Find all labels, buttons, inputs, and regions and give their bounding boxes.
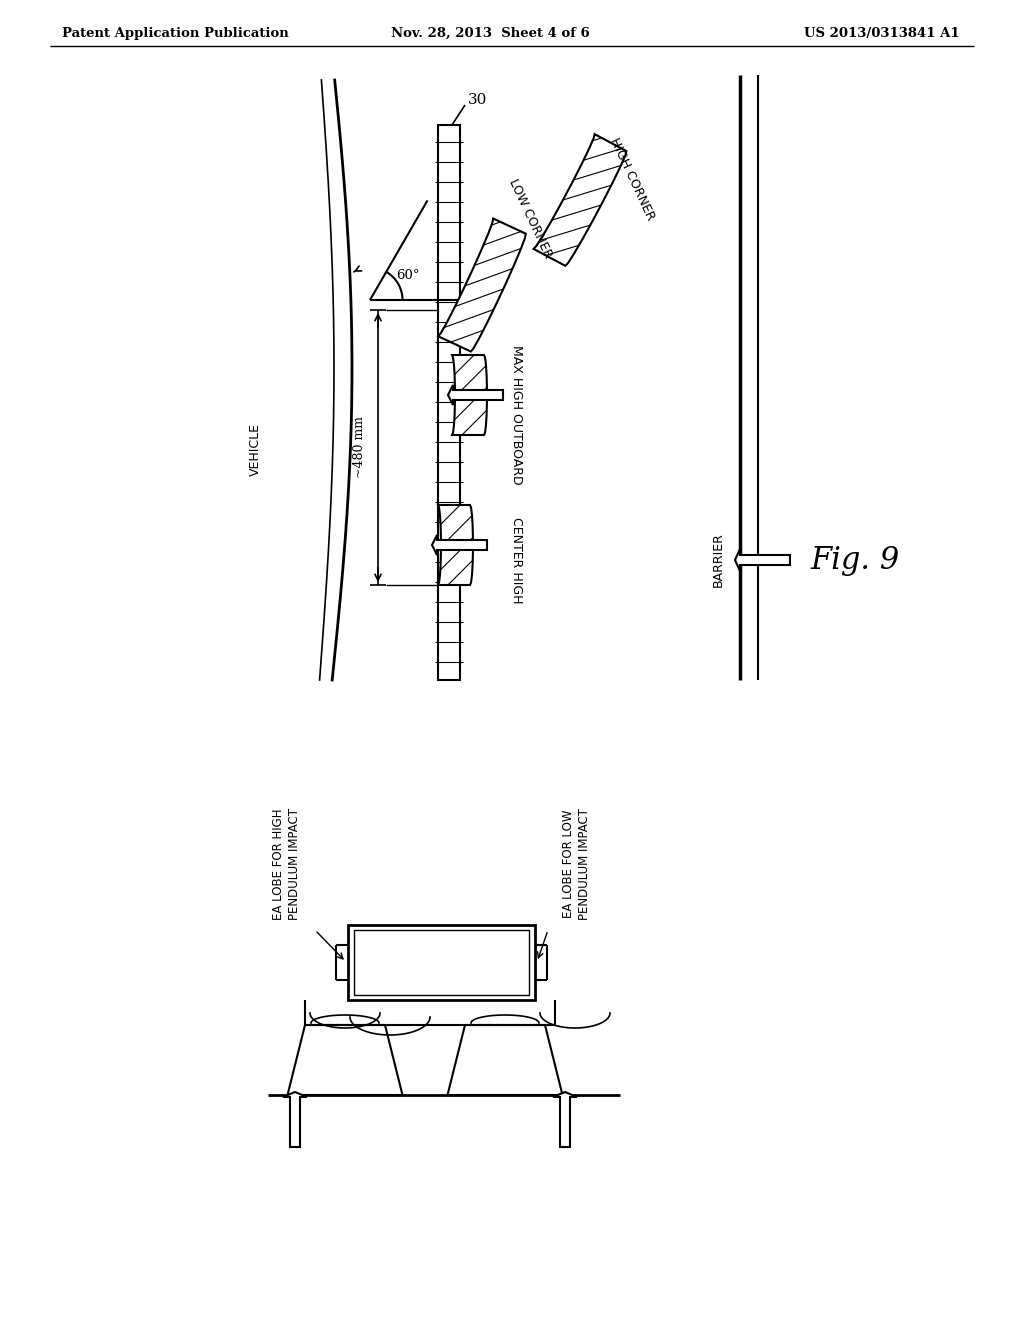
- Text: 60°: 60°: [396, 269, 420, 282]
- Text: 30: 30: [468, 92, 487, 107]
- Text: ~480 mm: ~480 mm: [353, 417, 366, 479]
- Text: US 2013/0313841 A1: US 2013/0313841 A1: [805, 26, 961, 40]
- Text: Patent Application Publication: Patent Application Publication: [62, 26, 289, 40]
- Polygon shape: [534, 135, 627, 265]
- Text: EA LOBE FOR LOW
PENDULUM IMPACT: EA LOBE FOR LOW PENDULUM IMPACT: [561, 808, 591, 920]
- Polygon shape: [438, 506, 473, 585]
- Text: HIGH CORNER: HIGH CORNER: [607, 136, 656, 222]
- Text: BARRIER: BARRIER: [712, 532, 725, 587]
- Polygon shape: [438, 219, 525, 351]
- Polygon shape: [288, 1026, 402, 1096]
- Text: Nov. 28, 2013  Sheet 4 of 6: Nov. 28, 2013 Sheet 4 of 6: [390, 26, 590, 40]
- Polygon shape: [447, 1026, 562, 1096]
- Text: MAX HIGH OUTBOARD: MAX HIGH OUTBOARD: [510, 346, 523, 484]
- Text: LOW CORNER: LOW CORNER: [506, 177, 554, 260]
- Bar: [438, 125, 460, 680]
- Text: Fig. 9: Fig. 9: [810, 544, 899, 576]
- Text: CENTER HIGH: CENTER HIGH: [510, 516, 523, 603]
- Bar: [354, 931, 529, 995]
- Polygon shape: [452, 355, 487, 436]
- Polygon shape: [283, 1092, 307, 1147]
- Text: EA LOBE FOR HIGH
PENDULUM IMPACT: EA LOBE FOR HIGH PENDULUM IMPACT: [271, 808, 300, 920]
- Polygon shape: [553, 1092, 577, 1147]
- Polygon shape: [449, 385, 503, 405]
- Polygon shape: [432, 535, 487, 554]
- Bar: [348, 925, 535, 1001]
- Text: VEHICLE: VEHICLE: [249, 424, 261, 477]
- Polygon shape: [735, 549, 790, 572]
